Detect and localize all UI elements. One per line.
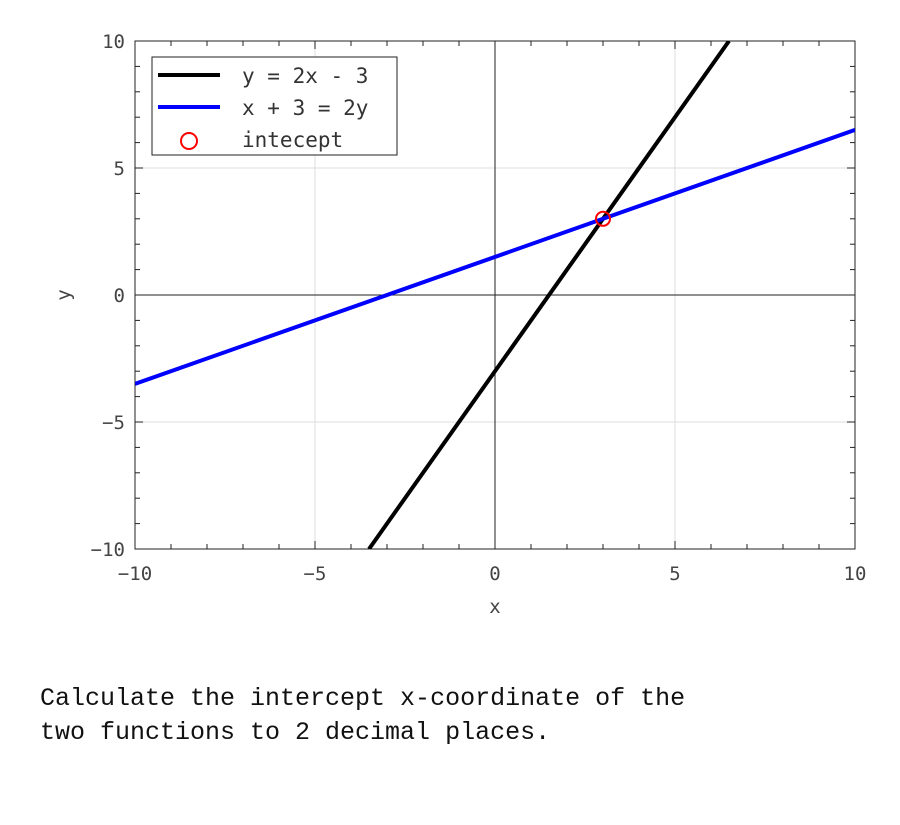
y-tick-label: 0 — [114, 285, 125, 307]
series-line-0 — [367, 41, 731, 549]
y-tick-label: 5 — [114, 158, 125, 180]
intercept-marker — [595, 210, 611, 227]
y-tick-label: −10 — [91, 539, 125, 561]
x-axis-label: x — [489, 596, 500, 618]
y-tick-label: 10 — [102, 31, 125, 53]
chart: −10 −5 0 5 10 −10 −5 0 5 10 x y y = 2x - 3 x + 3 = 2y… — [53, 31, 867, 618]
legend-label-0: y = 2x - 3 — [242, 64, 368, 88]
y-axis-label: y — [53, 289, 75, 300]
legend-label-1: x + 3 = 2y — [242, 96, 368, 120]
x-tick-label: 0 — [489, 563, 500, 585]
x-tick-label: 5 — [669, 563, 680, 585]
legend-marker-2 — [180, 132, 198, 150]
y-tick-label: −5 — [102, 412, 125, 434]
x-tick-label: −5 — [304, 563, 327, 585]
legend-label-2: intecept — [242, 128, 343, 152]
x-tick-label: −10 — [118, 563, 152, 585]
x-tick-label: 10 — [844, 563, 867, 585]
series-line-1 — [135, 128, 855, 386]
question-text: Calculate the intercept x-coordinate of … — [40, 684, 686, 747]
